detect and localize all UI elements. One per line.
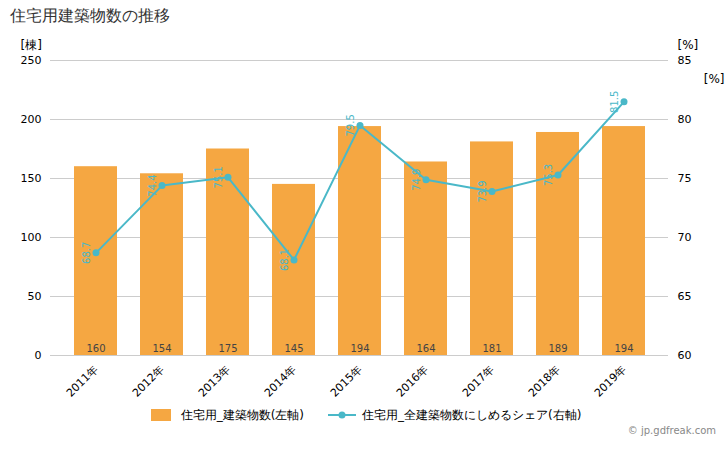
svg-text:75.3: 75.3: [543, 164, 554, 186]
svg-text:181: 181: [482, 343, 501, 354]
svg-text:2018年: 2018年: [526, 363, 563, 400]
svg-text:2019年: 2019年: [592, 363, 629, 400]
svg-text:50: 50: [28, 290, 42, 303]
svg-text:145: 145: [284, 343, 303, 354]
svg-text:[%]: [%]: [704, 72, 725, 86]
svg-text:194: 194: [350, 343, 369, 354]
svg-text:150: 150: [21, 172, 42, 185]
svg-text:65: 65: [678, 290, 692, 303]
svg-text:189: 189: [548, 343, 567, 354]
svg-text:70: 70: [678, 231, 692, 244]
svg-text:154: 154: [152, 343, 171, 354]
svg-text:74.9: 74.9: [411, 169, 422, 191]
svg-text:[棟]: [棟]: [21, 38, 42, 52]
svg-text:2014年: 2014年: [262, 363, 299, 400]
svg-text:2013年: 2013年: [196, 363, 233, 400]
svg-text:160: 160: [86, 343, 105, 354]
svg-text:75: 75: [678, 172, 692, 185]
svg-text:68.1: 68.1: [279, 249, 290, 271]
svg-text:85: 85: [678, 54, 692, 67]
svg-text:68.7: 68.7: [81, 242, 92, 264]
svg-text:60: 60: [678, 349, 692, 362]
svg-text:2016年: 2016年: [394, 363, 431, 400]
svg-text:0: 0: [35, 349, 42, 362]
svg-text:79.5: 79.5: [345, 114, 356, 136]
html-text:住宅用_全建築物数にしめるシェア(右軸): 住宅用_全建築物数にしめるシェア(右軸): [362, 407, 582, 422]
svg-text:2011年: 2011年: [64, 363, 101, 400]
svg-text:200: 200: [21, 113, 42, 126]
svg-text:[%]: [%]: [678, 38, 699, 52]
svg-text:73.9: 73.9: [477, 180, 488, 202]
html-text:住宅用建築物数の推移: 住宅用建築物数の推移: [10, 6, 170, 25]
svg-text:80: 80: [678, 113, 692, 126]
svg-text:2017年: 2017年: [460, 363, 497, 400]
svg-text:2012年: 2012年: [130, 363, 167, 400]
svg-text:194: 194: [614, 343, 633, 354]
html-text:© jp.gdfreak.com: © jp.gdfreak.com: [627, 425, 716, 436]
svg-text:74.4: 74.4: [147, 174, 158, 196]
svg-text:250: 250: [21, 54, 42, 67]
svg-text:81.5: 81.5: [609, 91, 620, 113]
html-text:住宅用_建築物数(左軸): 住宅用_建築物数(左軸): [180, 407, 304, 422]
svg-text:100: 100: [21, 231, 42, 244]
svg-text:2015年: 2015年: [328, 363, 365, 400]
svg-text:164: 164: [416, 343, 435, 354]
svg-text:175: 175: [218, 343, 237, 354]
svg-text:75.1: 75.1: [213, 166, 224, 188]
